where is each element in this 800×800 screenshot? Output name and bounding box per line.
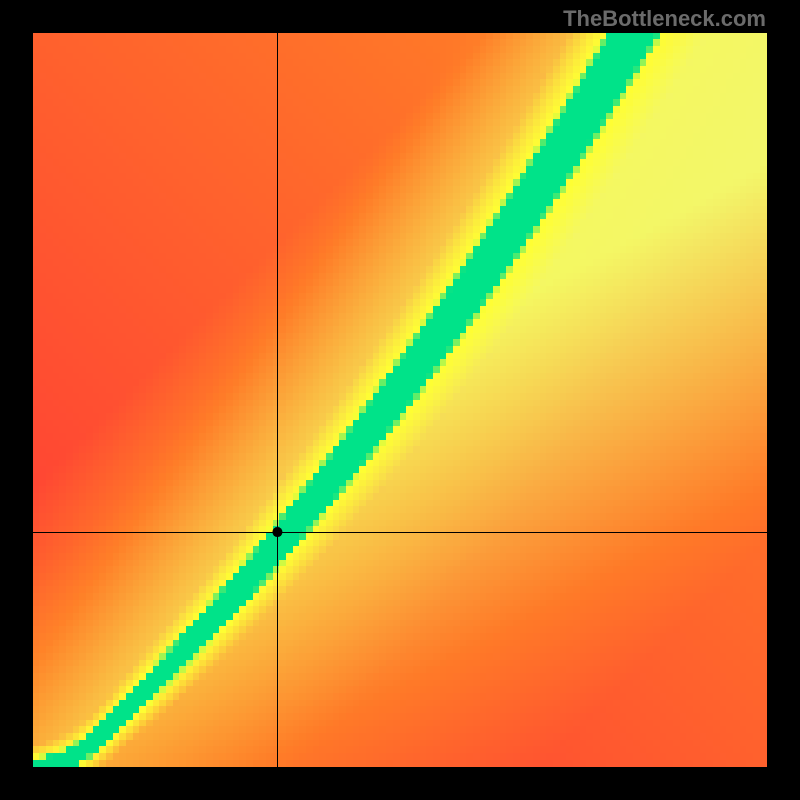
watermark-text: TheBottleneck.com bbox=[563, 6, 766, 32]
chart-container: TheBottleneck.com bbox=[0, 0, 800, 800]
heatmap-plot bbox=[33, 33, 767, 767]
